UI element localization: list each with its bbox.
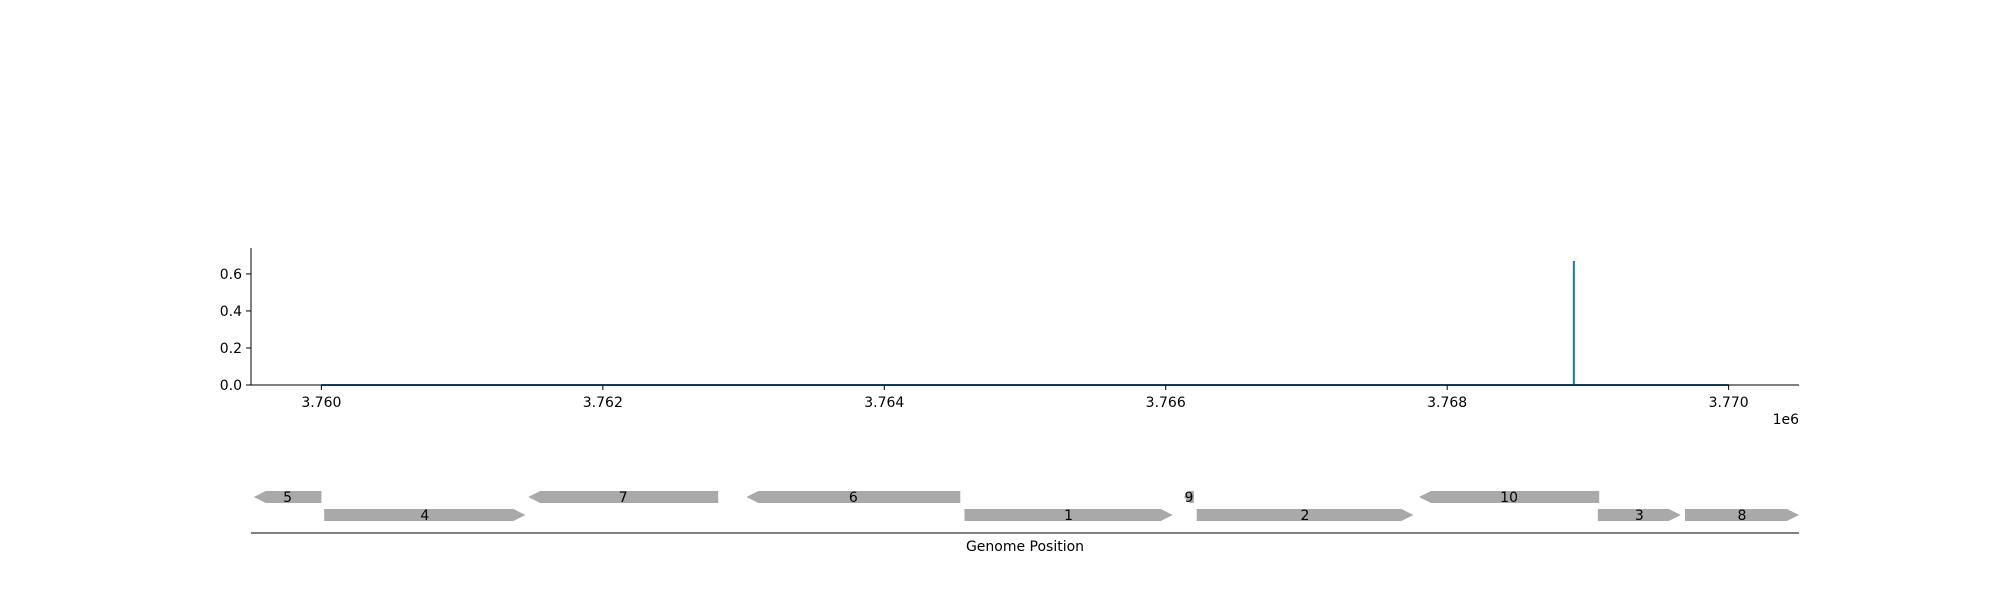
gene-label: 4: [420, 508, 429, 524]
gene-label: 7: [619, 490, 628, 506]
x-offset-label: 1e6: [1773, 412, 1800, 428]
x-tick-label: 3.766: [1146, 395, 1186, 411]
gene-arrow: [964, 509, 1173, 521]
gene-label: 9: [1184, 490, 1193, 506]
gene-label: 3: [1635, 508, 1644, 524]
y-tick-label: 0.2: [220, 341, 242, 357]
x-tick-label: 3.762: [583, 395, 623, 411]
y-tick-label: 0.4: [220, 304, 242, 320]
gene-arrow: [746, 491, 961, 503]
x-tick-label: 3.768: [1427, 395, 1467, 411]
x-tick-label: 3.760: [301, 395, 341, 411]
gene-label: 10: [1500, 490, 1518, 506]
gene-arrow: [528, 491, 719, 503]
gene-label: 1: [1064, 508, 1073, 524]
gene-arrow: [1184, 491, 1194, 503]
gene-arrow: [1597, 509, 1681, 521]
gene-arrow: [1685, 509, 1799, 521]
x-axis-label: Genome Position: [966, 539, 1084, 555]
gene-label: 5: [283, 490, 292, 506]
gene-label: 6: [849, 490, 858, 506]
coverage-plot: 0.0 0.2 0.4 0.6 3.760 3.762 3.764 3.766 3.768 3.7…: [220, 248, 1799, 428]
gene-label: 2: [1301, 508, 1310, 524]
gene-arrow: [253, 491, 322, 503]
gene-arrow: [324, 509, 526, 521]
x-tick-label: 3.764: [864, 395, 904, 411]
gene-label: 8: [1738, 508, 1747, 524]
coverage-line-0: [321, 260, 1729, 386]
y-tick-label: 0.0: [220, 378, 242, 394]
x-tick-label: 3.770: [1709, 395, 1749, 411]
gene-arrow: [1196, 509, 1414, 521]
gene-arrow: [1419, 491, 1600, 503]
y-tick-label: 0.6: [220, 267, 242, 283]
gene-track: 5 4 7 6 1 9 2 10 3 8 Genome Position: [251, 490, 1799, 555]
